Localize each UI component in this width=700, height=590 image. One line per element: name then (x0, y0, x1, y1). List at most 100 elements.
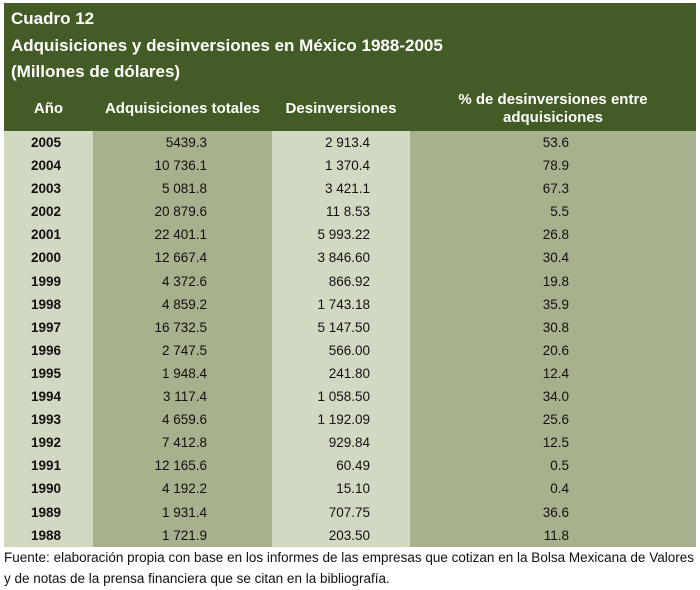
cell-divestments: 2 913.4 (324, 135, 370, 150)
cell-divestments: 1 058.50 (317, 389, 370, 405)
data-table: Cuadro 12 Adquisiciones y desinversiones… (4, 3, 696, 547)
cell-acquisitions: 12 667.4 (154, 250, 207, 266)
cell-acquisitions: 4 192.2 (161, 481, 207, 497)
header-divestments: Desinversiones (285, 100, 397, 117)
table-row: 2000 12 667.4 3 846.60 30.4 (4, 246, 696, 269)
cell-percentage: 36.6 (542, 504, 569, 520)
cell-divestments: 929.84 (328, 435, 370, 451)
cell-year: 1991 (31, 458, 62, 474)
table-units: (Millones de dólares) (11, 62, 181, 81)
cell-year: 2001 (31, 227, 62, 243)
column-band-acquisitions (93, 131, 272, 547)
table-row: 1998 4 859.2 1 743.18 35.9 (4, 293, 696, 316)
table-row: 1999 4 372.6 866.92 19.8 (4, 270, 696, 293)
cell-acquisitions: 1 721.9 (161, 527, 207, 543)
cell-percentage: 67.3 (542, 181, 569, 197)
cell-acquisitions: 1 931.4 (161, 504, 207, 520)
cell-year: 1990 (31, 481, 62, 497)
table-row: 1989 1 931.4 707.75 36.6 (4, 501, 696, 524)
cell-year: 2004 (31, 158, 62, 174)
cell-percentage: 35.9 (542, 296, 569, 312)
column-band-year (4, 131, 93, 547)
table-number: Cuadro 12 (11, 9, 95, 28)
table-row: 2004 10 736.1 1 370.4 78.9 (4, 154, 696, 177)
cell-acquisitions: 2 747.5 (161, 342, 207, 358)
table-body: 2005 5439.3 2 913.4 53.6 2004 10 736.1 1 370.4… (4, 131, 696, 547)
cell-divestments: 1 370.4 (324, 158, 370, 174)
cell-percentage: 53.6 (542, 135, 569, 150)
cell-acquisitions: 5 081.8 (161, 181, 207, 197)
header-percentage: % de desinversiones entre adquisiciones (458, 91, 648, 126)
cell-year: 2005 (31, 135, 62, 150)
cell-year: 1995 (31, 365, 62, 381)
header-year: Año (33, 100, 64, 117)
cell-acquisitions: 5439.3 (165, 135, 207, 150)
table-title: Adquisiciones y desinversiones en México… (11, 36, 443, 55)
table-row: 1992 7 412.8 929.84 12.5 (4, 431, 696, 454)
cell-percentage: 30.8 (542, 319, 569, 335)
table-row: 1988 1 721.9 203.50 11.8 (4, 524, 696, 547)
cell-percentage: 19.8 (542, 273, 569, 289)
cell-percentage: 0.5 (550, 458, 569, 474)
cell-year: 1997 (31, 319, 62, 335)
cell-year: 1998 (31, 296, 62, 312)
table-row: 2002 20 879.6 11 8.53 5.5 (4, 200, 696, 223)
cell-acquisitions: 4 859.2 (161, 296, 207, 312)
table-header: Año Adquisiciones totales Desinversiones… (4, 87, 696, 131)
cell-year: 1996 (31, 342, 62, 358)
cell-percentage: 78.9 (542, 158, 569, 174)
table-row: 1995 1 948.4 241.80 12.4 (4, 362, 696, 385)
cell-divestments: 5 993.22 (317, 227, 370, 243)
table-row: 1991 12 165.6 60.49 0.5 (4, 454, 696, 477)
cell-acquisitions: 16 732.5 (154, 319, 207, 335)
cell-divestments: 3 421.1 (324, 181, 370, 197)
header-acquisitions: Adquisiciones totales (104, 100, 261, 117)
cell-divestments: 241.80 (328, 365, 370, 381)
cell-acquisitions: 12 165.6 (154, 458, 207, 474)
cell-divestments: 1 192.09 (317, 412, 370, 428)
cell-percentage: 20.6 (542, 342, 569, 358)
table-row: 2001 22 401.1 5 993.22 26.8 (4, 223, 696, 246)
table-row: 2005 5439.3 2 913.4 53.6 (4, 131, 696, 154)
cell-divestments: 1 743.18 (317, 296, 370, 312)
cell-acquisitions: 4 372.6 (161, 273, 207, 289)
cell-percentage: 30.4 (542, 250, 569, 266)
cell-year: 1988 (31, 527, 62, 543)
cell-acquisitions: 10 736.1 (154, 158, 207, 174)
table-row: 1996 2 747.5 566.00 20.6 (4, 339, 696, 362)
cell-percentage: 26.8 (542, 227, 569, 243)
table-row: 1997 16 732.5 5 147.50 30.8 (4, 316, 696, 339)
cell-acquisitions: 22 401.1 (154, 227, 207, 243)
cell-divestments: 203.50 (328, 527, 370, 543)
table-row: 2003 5 081.8 3 421.1 67.3 (4, 177, 696, 200)
column-band-divestments (272, 131, 410, 547)
cell-percentage: 25.6 (542, 412, 569, 428)
cell-divestments: 11 8.53 (325, 204, 370, 220)
cell-year: 2002 (31, 204, 62, 220)
cell-year: 1989 (31, 504, 62, 520)
cell-acquisitions: 20 879.6 (154, 204, 207, 220)
table-row: 1993 4 659.6 1 192.09 25.6 (4, 408, 696, 431)
cell-acquisitions: 1 948.4 (161, 365, 207, 381)
cell-percentage: 34.0 (542, 389, 569, 405)
cell-year: 1999 (31, 273, 62, 289)
table-rows: 2005 5439.3 2 913.4 53.6 2004 10 736.1 1 370.4… (4, 131, 696, 547)
cell-divestments: 5 147.50 (317, 319, 370, 335)
cell-year: 2003 (31, 181, 62, 197)
cell-divestments: 60.49 (336, 458, 370, 474)
cell-percentage: 12.5 (542, 435, 569, 451)
cell-percentage: 5.5 (550, 204, 569, 220)
cell-acquisitions: 7 412.8 (161, 435, 207, 451)
table-row: 1994 3 117.4 1 058.50 34.0 (4, 385, 696, 408)
cell-year: 1992 (31, 435, 62, 451)
cell-year: 2000 (31, 250, 62, 266)
table-row: 1990 4 192.2 15.10 0.4 (4, 477, 696, 500)
cell-acquisitions: 3 117.4 (162, 389, 207, 405)
cell-divestments: 566.00 (328, 342, 370, 358)
cell-acquisitions: 4 659.6 (161, 412, 207, 428)
cell-percentage: 12.4 (542, 365, 569, 381)
cell-divestments: 15.10 (336, 481, 370, 497)
column-band-percentage (410, 131, 696, 547)
table-title-block: Cuadro 12 Adquisiciones y desinversiones… (4, 3, 696, 87)
source-note: Fuente: elaboración propia con base en l… (4, 550, 694, 586)
